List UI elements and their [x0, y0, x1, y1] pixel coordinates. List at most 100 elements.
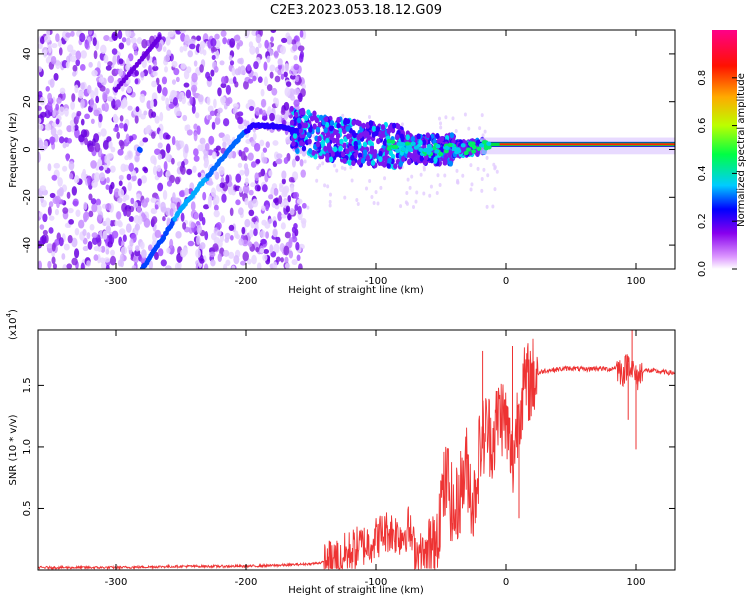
noise-speck [47, 260, 52, 269]
noise-speck [180, 63, 187, 70]
ridge-scatter-point [405, 134, 410, 141]
noise-speck [126, 86, 132, 94]
y-tick-label: -20 [22, 189, 33, 205]
noise-speck [141, 59, 147, 69]
noise-speck [152, 165, 158, 176]
noise-speck [107, 61, 113, 67]
noise-speck [260, 88, 265, 97]
noise-speck [82, 237, 88, 245]
noise-speck [113, 115, 119, 124]
noise-speck [269, 64, 276, 72]
noise-speck [400, 122, 404, 127]
noise-speck [105, 217, 111, 227]
ridge-scatter-point [356, 134, 361, 141]
noise-speck [41, 234, 47, 245]
noise-speck [116, 131, 121, 140]
noise-speck [171, 60, 178, 68]
noise-speck [210, 46, 218, 52]
ridge-scatter-point [342, 128, 347, 135]
noise-speck [280, 257, 284, 263]
noise-speck [193, 123, 198, 130]
noise-speck [103, 34, 110, 42]
noise-speck [179, 46, 184, 53]
noise-speck [306, 205, 310, 210]
noise-speck [443, 173, 447, 178]
noise-speck [91, 69, 98, 77]
noise-speck [439, 125, 443, 130]
ridge-cluster-point [434, 149, 440, 154]
noise-speck [263, 76, 268, 87]
noise-speck [98, 113, 103, 123]
noise-speck [222, 136, 229, 143]
noise-speck [214, 33, 220, 40]
noise-speck [92, 37, 97, 47]
noise-speck [237, 162, 243, 168]
noise-speck [100, 128, 107, 137]
noise-speck [274, 203, 280, 210]
noise-speck [52, 109, 56, 117]
noise-speck [156, 164, 162, 172]
noise-speck [112, 55, 117, 66]
ridge-cluster-point [460, 143, 466, 148]
ridge-scatter-point [318, 114, 324, 121]
noise-speck [66, 263, 73, 269]
colorbar-ticks: 0.0 0.2 0.4 0.6 0.8 [697, 70, 737, 277]
noise-speck [316, 165, 320, 170]
noise-speck [150, 197, 157, 203]
noise-speck [249, 45, 256, 55]
noise-speck [66, 191, 71, 199]
noise-speck [293, 191, 300, 199]
noise-speck [297, 205, 302, 215]
noise-speck [217, 87, 222, 97]
noise-speck [293, 99, 300, 107]
noise-speck [272, 261, 278, 269]
noise-speck [439, 121, 443, 126]
noise-speck [162, 46, 167, 53]
ridge-scatter-point [375, 126, 381, 133]
noise-speck [103, 154, 111, 164]
noise-speck [256, 262, 262, 269]
ridge-scatter-point [333, 129, 338, 136]
ridge-scatter-point [328, 156, 334, 163]
noise-speck [157, 142, 163, 149]
noise-speck [293, 88, 300, 95]
noise-speck [78, 134, 85, 143]
noise-speck [95, 204, 102, 214]
colorbar: 0.0 0.2 0.4 0.6 0.8 Normalized spectral ampl… [697, 30, 747, 277]
noise-speck [61, 253, 66, 260]
noise-speck [193, 212, 199, 220]
noise-speck [66, 44, 74, 53]
ridge-cluster-point [483, 145, 489, 151]
noise-speck [222, 141, 227, 149]
noise-speck [102, 91, 108, 102]
ridge-scatter-point [396, 123, 401, 130]
noise-speck [286, 35, 293, 45]
noise-speck [275, 236, 281, 244]
ridge-scatter-point [296, 117, 302, 124]
noise-speck [284, 231, 291, 239]
noise-speck [257, 42, 262, 49]
noise-speck [283, 71, 288, 78]
noise-speck [270, 30, 277, 34]
noise-speck [268, 170, 273, 177]
spectrogram-x-axis-label: Height of straight line (km) [288, 285, 424, 296]
noise-speck [42, 229, 48, 236]
noise-speck [93, 172, 101, 182]
noise-speck [408, 185, 412, 190]
ridge-scatter-point [345, 125, 350, 132]
noise-speck [80, 50, 87, 59]
noise-speck [493, 166, 497, 171]
noise-speck [284, 263, 291, 269]
noise-speck [78, 90, 84, 99]
ridge-scatter-point [323, 116, 329, 123]
noise-speck [183, 69, 190, 80]
noise-speck [67, 207, 74, 214]
noise-speck [223, 249, 230, 257]
noise-speck [470, 182, 474, 187]
noise-speck [64, 222, 71, 228]
noise-speck [111, 31, 118, 41]
noise-speck [222, 37, 228, 45]
noise-speck [228, 224, 235, 231]
noise-speck [54, 195, 61, 204]
noise-speck [476, 166, 480, 171]
